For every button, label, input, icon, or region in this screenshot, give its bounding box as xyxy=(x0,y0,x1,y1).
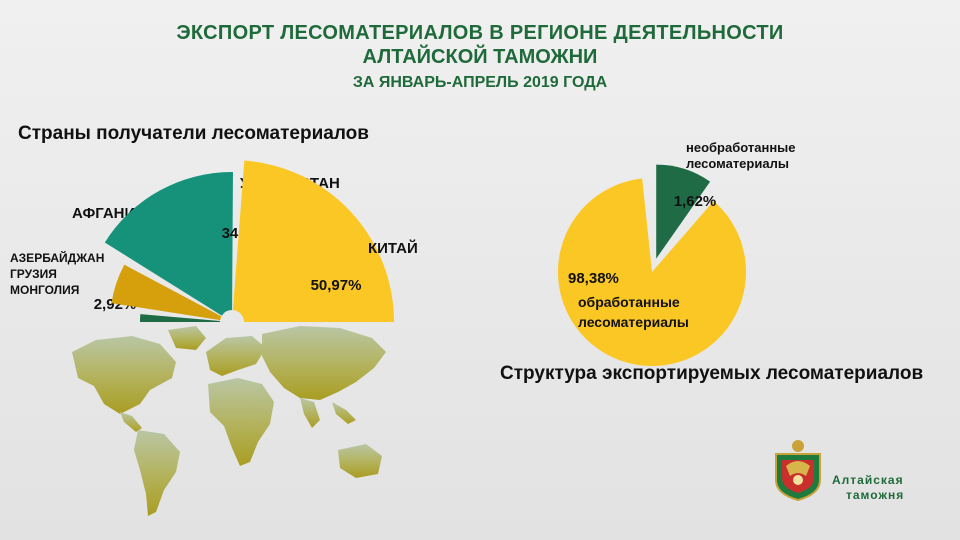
left-pie-chart: 2,92%АЗЕРБАЙДЖАНГРУЗИЯМОНГОЛИЯ11,38%АФГА… xyxy=(10,160,418,322)
map-asia xyxy=(262,326,386,400)
left-chart-title: Страны получатели лесоматериалов xyxy=(18,123,369,144)
right-pie-label-1-1: лесоматериалы xyxy=(578,314,689,330)
title-line-3: ЗА ЯНВАРЬ-АПРЕЛЬ 2019 ГОДА xyxy=(352,74,608,91)
left-pie-slice-2 xyxy=(104,171,233,316)
title-line-2: АЛТАЙСКОЙ ТАМОЖНИ xyxy=(362,46,598,68)
map-europe xyxy=(206,336,266,376)
map-greenland xyxy=(168,326,206,350)
left-pie-label-3-0: КИТАЙ xyxy=(368,239,418,257)
world-map-icon xyxy=(72,326,386,516)
customs-emblem-icon xyxy=(775,440,821,502)
logo-text-line-1: Алтайская xyxy=(832,473,904,487)
right-pie-chart: 1,62%необработанныелесоматериалы98,38%об… xyxy=(558,140,796,366)
right-pie-value-0: 1,62% xyxy=(674,193,717,210)
right-pie-value-1: 98,38% xyxy=(568,270,619,287)
left-pie-slice-3 xyxy=(232,160,395,322)
right-pie-label-1-0: обработанные xyxy=(578,294,680,310)
left-pie-slice-0 xyxy=(140,314,221,322)
left-pie-slice-1 xyxy=(111,264,222,321)
left-pie-value-3: 50,97% xyxy=(311,277,362,294)
map-south-asia xyxy=(300,398,320,428)
map-africa xyxy=(208,378,274,466)
map-southeast-asia xyxy=(332,402,356,424)
map-south-america xyxy=(134,430,180,516)
map-central-america xyxy=(120,412,142,432)
left-pie-label-0-0: АЗЕРБАЙДЖАН xyxy=(10,250,104,265)
left-pie-label-0-1: ГРУЗИЯ xyxy=(10,267,57,281)
map-north-america xyxy=(72,336,176,414)
left-pie-label-0-2: МОНГОЛИЯ xyxy=(10,283,79,297)
right-chart-title: Структура экспортируемых лесоматериалов xyxy=(500,363,924,384)
right-pie-label-0-0: необработанные xyxy=(686,140,796,155)
right-pie-slice-1 xyxy=(558,178,746,366)
title-line-1: ЭКСПОРТ ЛЕСОМАТЕРИАЛОВ В РЕГИОНЕ ДЕЯТЕЛЬ… xyxy=(176,22,784,44)
right-pie-slice-0 xyxy=(656,164,711,259)
map-australia xyxy=(338,444,382,478)
logo-text-line-2: таможня xyxy=(846,488,905,502)
right-pie-label-0-1: лесоматериалы xyxy=(686,156,789,171)
